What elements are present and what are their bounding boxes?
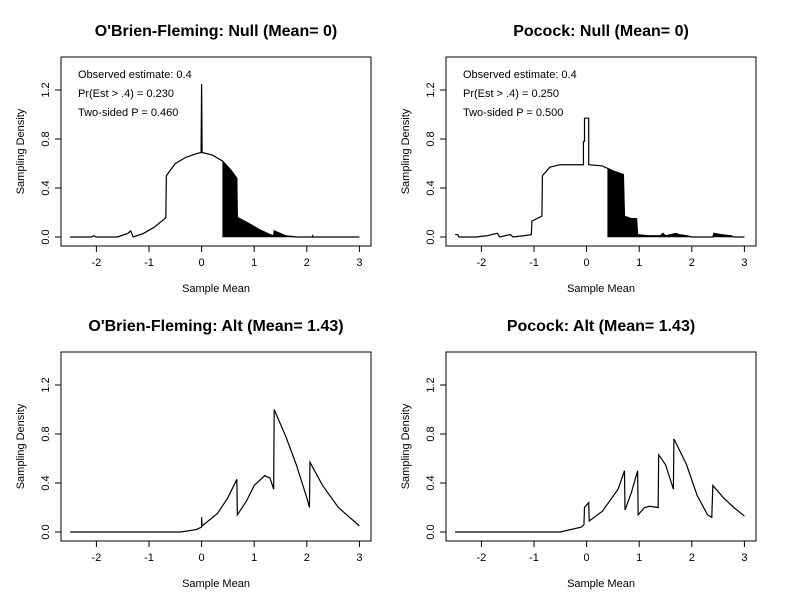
x-axis-label: Sample Mean: [182, 578, 250, 590]
x-axis-label: Sample Mean: [567, 283, 635, 295]
x-axis-label: Sample Mean: [182, 283, 250, 295]
x-tick-label: -1: [529, 257, 539, 269]
x-tick-label: -2: [477, 552, 487, 564]
x-tick-label: -2: [92, 257, 102, 269]
y-tick-label: 0.4: [40, 180, 52, 195]
x-tick-label: -2: [477, 257, 487, 269]
x-tick-label: 1: [251, 257, 257, 269]
x-tick-label: -1: [529, 552, 539, 564]
x-tick-label: 3: [356, 552, 362, 564]
annotation-text: Pr(Est > .4) = 0.250: [463, 88, 559, 100]
x-tick-label: 1: [251, 552, 257, 564]
y-tick-label: 0.8: [40, 426, 52, 441]
x-tick-label: 2: [689, 552, 695, 564]
x-tick-label: 2: [689, 257, 695, 269]
y-tick-label: 1.2: [425, 377, 437, 392]
y-tick-label: 1.2: [425, 82, 437, 97]
y-axis-label: Sampling Density: [400, 403, 412, 489]
y-tick-label: 0.8: [40, 131, 52, 146]
density-curve: [455, 117, 745, 238]
annotation-text: Pr(Est > .4) = 0.230: [78, 88, 174, 100]
annotation-text: Two-sided P = 0.500: [463, 107, 563, 119]
panel-2: Pocock: Null (Mean= 0) -2 -1 0 1 2 3 0.0 0.4 0.8 1…: [400, 23, 757, 295]
chart-title: Pocock: Alt (Mean= 1.43): [507, 318, 695, 335]
chart-title: O'Brien-Fleming: Alt (Mean= 1.43): [88, 318, 343, 335]
plot-frame: [60, 351, 372, 542]
y-tick-label: 0.0: [425, 524, 437, 539]
chart-title: O'Brien-Fleming: Null (Mean= 0): [95, 23, 338, 40]
x-axis-label: Sample Mean: [567, 578, 635, 590]
annotation-text: Observed estimate: 0.4: [78, 69, 192, 81]
y-tick-label: 0.4: [425, 180, 437, 195]
annotation-text: Two-sided P = 0.460: [78, 107, 178, 119]
density-curve: [70, 83, 360, 238]
panel-1: O'Brien-Fleming: Null (Mean= 0) -2 -1 0 1 2 3 0…: [15, 23, 372, 295]
y-tick-label: 0.0: [425, 229, 437, 244]
plot-frame: [60, 56, 372, 247]
tail-area-shading: [607, 168, 745, 238]
x-tick-label: 2: [304, 552, 310, 564]
x-tick-label: -1: [144, 552, 154, 564]
density-curve: [455, 438, 745, 533]
x-tick-label: -2: [92, 552, 102, 564]
x-tick-label: -1: [144, 257, 154, 269]
x-tick-label: 0: [199, 257, 205, 269]
y-tick-label: 0.4: [40, 475, 52, 490]
x-tick-label: 1: [636, 257, 642, 269]
panel-4: Pocock: Alt (Mean= 1.43) -2 -1 0 1 2 3 0.0 0.4 0.…: [400, 318, 757, 590]
density-curve: [70, 409, 360, 533]
plot-frame: [445, 56, 757, 247]
y-tick-label: 0.0: [40, 524, 52, 539]
y-axis-label: Sampling Density: [400, 108, 412, 194]
x-tick-label: 3: [356, 257, 362, 269]
y-tick-label: 0.8: [425, 131, 437, 146]
chart-title: Pocock: Null (Mean= 0): [513, 23, 689, 40]
y-axis-label: Sampling Density: [15, 403, 27, 489]
tail-area-shading: [222, 160, 360, 238]
y-tick-label: 1.2: [40, 82, 52, 97]
y-tick-label: 0.0: [40, 229, 52, 244]
y-tick-label: 1.2: [40, 377, 52, 392]
x-tick-label: 2: [304, 257, 310, 269]
y-axis-label: Sampling Density: [15, 108, 27, 194]
x-tick-label: 1: [636, 552, 642, 564]
x-tick-label: 3: [741, 552, 747, 564]
x-tick-label: 3: [741, 257, 747, 269]
y-tick-label: 0.8: [425, 426, 437, 441]
x-tick-label: 0: [584, 552, 590, 564]
panel-3: O'Brien-Fleming: Alt (Mean= 1.43) -2 -1 0 1 2…: [15, 318, 372, 590]
x-tick-label: 0: [584, 257, 590, 269]
y-tick-label: 0.4: [425, 475, 437, 490]
annotation-text: Observed estimate: 0.4: [463, 69, 577, 81]
x-tick-label: 0: [199, 552, 205, 564]
